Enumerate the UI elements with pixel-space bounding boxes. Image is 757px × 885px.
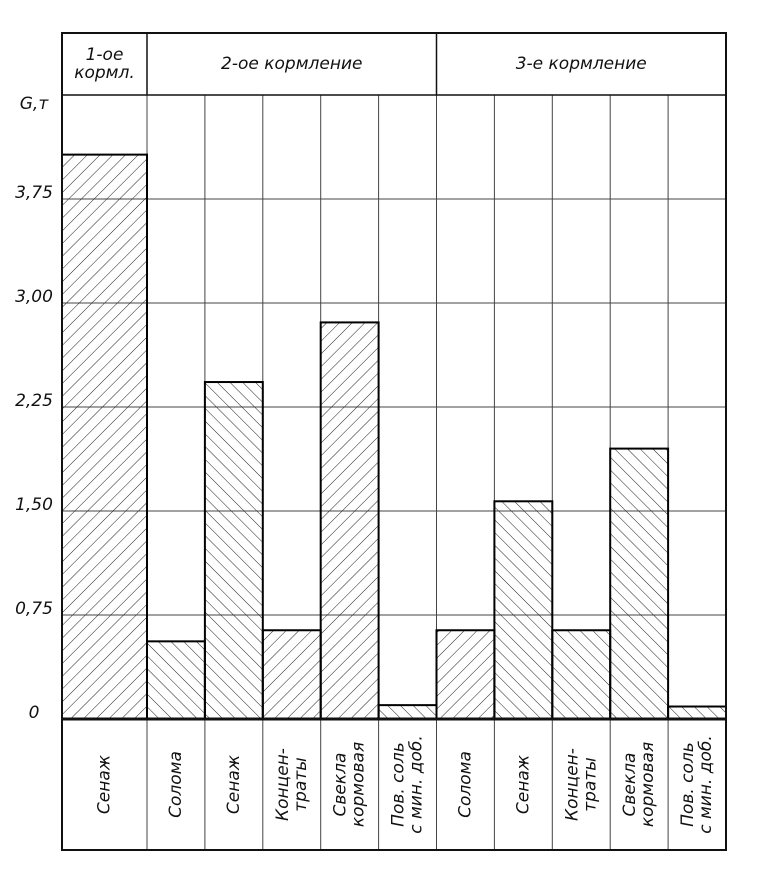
x-tick-label: Свеклакормовая — [620, 742, 658, 827]
y-tick-label: 3,75 — [15, 183, 53, 203]
y-tick-label: 1,50 — [15, 495, 53, 515]
x-tick-label: Сенаж — [95, 754, 115, 814]
bar — [435, 629, 496, 721]
x-tick-label: Солома — [455, 751, 475, 818]
bar — [609, 447, 670, 720]
group-label: 1-ое кормл. — [74, 45, 135, 83]
y-tick-label: 3,00 — [15, 287, 53, 307]
x-tick-label: Концен-траты — [273, 748, 311, 821]
y-axis-label: G,т — [20, 94, 50, 114]
bar — [667, 705, 727, 721]
group-label: 2-ое кормление — [221, 54, 362, 74]
group-label: 3-е кормление — [516, 54, 647, 74]
bar — [551, 629, 612, 721]
bar — [203, 381, 264, 720]
x-tick-label: Пов. сольс мин. доб. — [389, 735, 427, 834]
bar — [493, 500, 554, 720]
x-tick-label: Сенаж — [224, 754, 244, 814]
x-tick-label: Сенаж — [513, 754, 533, 814]
x-tick-label: Пов. сольс мин. доб. — [678, 735, 716, 834]
x-tick-label: Солома — [166, 751, 186, 818]
y-tick-label: 2,25 — [15, 391, 53, 411]
bar — [377, 704, 438, 721]
x-tick-label: Свеклакормовая — [331, 742, 369, 827]
bar — [261, 629, 322, 721]
x-tick-label: Концен-траты — [562, 748, 600, 821]
bar — [61, 153, 148, 721]
bar — [319, 321, 380, 720]
bar — [146, 640, 206, 721]
y-tick-label: 0,75 — [15, 599, 53, 619]
frame — [61, 32, 727, 851]
y-tick-label: 0 — [29, 703, 40, 723]
